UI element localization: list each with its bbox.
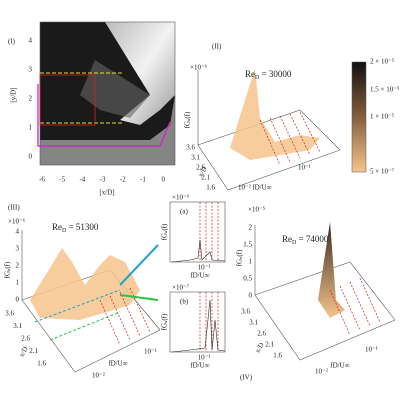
- annotation-part: D: [255, 75, 260, 81]
- panel-label: (I): [8, 38, 16, 46]
- z-tick-label: 1: [16, 279, 20, 287]
- annotation-part: = 51300: [66, 222, 99, 232]
- y-tick-label: 1.6: [206, 184, 215, 192]
- axis-label: fD/U∞: [108, 360, 127, 368]
- x-tick-label: 10⁻²: [315, 368, 328, 376]
- annotation-part: D: [292, 240, 297, 246]
- y-tick-label: 2.1: [201, 174, 210, 182]
- y-tick-label: 3.6: [241, 308, 250, 316]
- colorbar-tick-label: 1 × 10⁻⁵: [370, 113, 395, 121]
- axis-label: x/D: [18, 345, 30, 358]
- y-tick-label: 2.1: [29, 347, 38, 355]
- axis-label: [y/D]: [10, 87, 18, 102]
- z-tick-label: 0: [16, 296, 20, 304]
- axis-label: fGᵤ(f): [161, 223, 169, 240]
- y-tick-label: 3.1: [13, 322, 22, 330]
- scale-label: ×10⁻⁷: [172, 284, 190, 292]
- x-tick-label: -2: [120, 176, 126, 184]
- panel-label: (III): [8, 204, 20, 212]
- y-tick-label: 3.1: [191, 154, 200, 162]
- y-tick-label: 2.6: [21, 335, 30, 343]
- x-tick-label: 10⁻¹: [198, 354, 211, 362]
- axis-label: fD/U∞: [190, 362, 209, 370]
- panel-label: (a): [180, 208, 188, 216]
- y-tick-label: 1.6: [273, 352, 282, 360]
- plot-3d: [197, 68, 341, 191]
- scale-label: ×10⁻⁵: [248, 206, 266, 214]
- z-tick-label: 2: [16, 262, 20, 270]
- z-tick-label: 1.5: [243, 241, 252, 249]
- plot-3d: [21, 230, 161, 373]
- y-tick-label: 1.6: [37, 360, 46, 368]
- x-tick-label: -3: [100, 176, 106, 184]
- z-tick-label: 2: [249, 224, 253, 232]
- annotation-part: = 74000: [296, 234, 329, 244]
- inset-plot: [169, 201, 226, 353]
- z-tick-label: 1: [249, 258, 253, 266]
- x-tick-label: 10⁻¹: [198, 264, 211, 272]
- axis-label: fGᵤ(f): [184, 111, 192, 128]
- axis-label: [x/D]: [99, 189, 114, 197]
- annotation: ReD = 74000: [282, 234, 329, 246]
- x-tick-label: 10⁻¹: [144, 348, 157, 356]
- annotation: ReD = 51300: [52, 222, 99, 234]
- x-tick-label: 0: [161, 176, 165, 184]
- y-tick-label: 2.6: [257, 330, 266, 338]
- annotation-part: Re: [282, 234, 292, 244]
- y-tick-label: 3.6: [186, 144, 195, 152]
- z-tick-label: 0.5: [243, 275, 252, 283]
- y-tick-label: 0: [29, 153, 33, 161]
- x-tick-label: 10⁻²: [238, 184, 251, 192]
- y-tick-label: 1: [29, 124, 33, 132]
- panel-label: (IV): [240, 374, 253, 382]
- axis-label: x/D: [254, 341, 266, 354]
- annotation: ReD = 30000: [245, 69, 292, 81]
- panel-label: (II): [212, 43, 222, 51]
- axis-label: fGᵤ(f): [161, 313, 169, 330]
- axis-label: fD/U∞: [252, 184, 271, 192]
- annotation-part: Re: [245, 69, 255, 79]
- z-tick-label: 4: [16, 228, 20, 236]
- axis-label: fD/U∞: [330, 362, 349, 370]
- axis-label: fGᵤ(f): [4, 261, 12, 278]
- annotation-part: D: [62, 228, 67, 234]
- x-tick-label: -4: [79, 176, 85, 184]
- colorbar-tick-label: 2 × 10⁻⁵: [370, 58, 395, 66]
- x-tick-label: 10⁻²: [92, 372, 105, 380]
- y-tick-label: 2.1: [265, 341, 274, 349]
- y-tick-label: 2.6: [196, 164, 205, 172]
- colorbar-tick-label: 5 × 10⁻⁷: [370, 168, 395, 176]
- scale-label: ×10⁻⁶: [8, 218, 26, 226]
- annotation-part: = 30000: [259, 69, 292, 79]
- z-tick-label: 3: [16, 245, 20, 253]
- y-tick-label: 3.1: [249, 319, 258, 327]
- annotation-part: Re: [52, 222, 62, 232]
- heatmap: [37, 21, 176, 166]
- axis-label: fD/U∞: [190, 272, 209, 280]
- plot-3d: [254, 222, 396, 361]
- x-tick-label: -6: [39, 176, 45, 184]
- y-tick-label: 4: [29, 37, 33, 45]
- y-tick-label: 3: [29, 66, 33, 74]
- x-tick-label: 10⁻¹: [298, 164, 311, 172]
- colorbar-tick-label: 1.5 × 10⁻⁵: [370, 86, 400, 94]
- z-tick-label: 0: [249, 292, 253, 300]
- colorbar: [351, 61, 367, 173]
- y-tick-label: 2: [29, 95, 33, 103]
- scale-label: ×10⁻⁶: [190, 64, 208, 72]
- scale-label: ×10⁻⁶: [172, 194, 190, 202]
- axis-label: fGᵤ(f): [236, 249, 244, 266]
- x-tick-label: -5: [59, 176, 65, 184]
- panel-label: (b): [180, 298, 189, 306]
- x-tick-label: -1: [140, 176, 146, 184]
- y-tick-label: 3.6: [5, 310, 14, 318]
- x-tick-label: 10⁻¹: [365, 346, 378, 354]
